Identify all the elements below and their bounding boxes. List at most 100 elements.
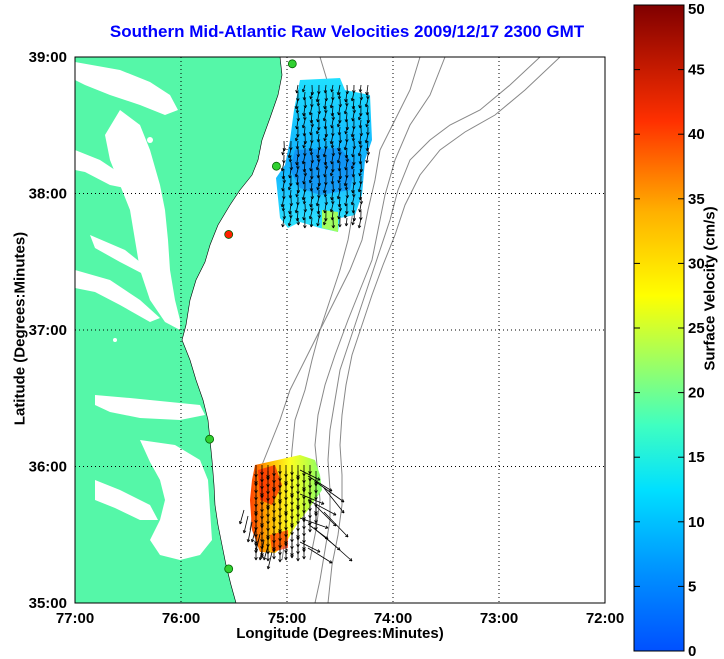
velocity-arrow — [267, 551, 273, 570]
velocity-arrow — [307, 475, 333, 492]
velocity-arrow — [282, 182, 285, 192]
velocity-arrow — [338, 91, 341, 100]
velocity-arrow — [309, 105, 313, 116]
velocity-arrow — [352, 182, 355, 194]
velocity-arrowhead — [332, 512, 337, 516]
velocity-arrow — [307, 547, 333, 564]
velocity-arrow — [365, 133, 369, 144]
velocity-arrowhead — [295, 110, 300, 114]
velocity-arrow — [323, 511, 349, 538]
velocity-arrow — [366, 84, 369, 96]
velocity-arrow — [289, 203, 292, 215]
velocity-arrow — [359, 168, 362, 177]
velocity-arrow — [345, 196, 348, 207]
velocity-arrow — [263, 545, 269, 561]
velocity-arrowhead — [358, 209, 362, 213]
velocity-arrowhead — [338, 208, 343, 212]
velocity-arrow — [338, 196, 341, 208]
velocity-arrow — [344, 175, 348, 187]
x-tick-label: 73:00 — [480, 610, 518, 627]
velocity-arrow — [303, 196, 306, 205]
velocity-arrowhead — [302, 97, 307, 101]
velocity-arrow — [331, 119, 334, 129]
velocity-arrow — [338, 175, 341, 184]
velocity-arrowhead — [262, 556, 267, 561]
x-tick-label: 77:00 — [56, 610, 94, 627]
velocity-arrow — [282, 203, 285, 212]
velocity-arrowhead — [364, 103, 369, 108]
velocity-arrow — [295, 98, 299, 110]
velocity-arrowhead — [324, 525, 329, 529]
velocity-arrow — [303, 140, 306, 149]
velocity-arrow — [302, 189, 306, 201]
velocity-arrow — [324, 119, 327, 130]
colorbar-tick-label: 40 — [688, 126, 705, 143]
velocity-arrowhead — [288, 195, 293, 199]
neuse-river — [95, 480, 158, 520]
velocity-arrow — [316, 161, 320, 171]
velocity-arrowhead — [322, 117, 327, 122]
velocity-arrowhead — [316, 477, 321, 481]
velocity-arrowhead — [294, 173, 299, 178]
velocity-arrowhead — [338, 224, 342, 228]
velocity-arrowhead — [337, 216, 341, 220]
velocity-arrow — [358, 182, 362, 193]
velocity-arrow — [299, 493, 325, 505]
velocity-arrow — [330, 133, 334, 145]
velocity-arrowhead — [344, 131, 348, 135]
station-marker-green — [224, 564, 234, 574]
velocity-arrow — [303, 210, 306, 221]
colorbar-tick-label: 35 — [688, 191, 705, 208]
velocity-arrow — [359, 133, 362, 145]
velocity-arrowhead — [303, 117, 307, 121]
velocity-arrow — [296, 210, 299, 222]
velocity-arrow — [310, 196, 313, 208]
velocity-arrow — [317, 112, 320, 123]
velocity-arrowhead — [315, 130, 320, 135]
velocity-arrow — [317, 182, 320, 191]
velocity-arrowhead — [254, 557, 258, 561]
velocity-arrow — [366, 140, 369, 152]
lake — [147, 137, 153, 143]
velocity-arrow — [315, 505, 337, 527]
velocity-arrow — [299, 541, 321, 553]
chesapeake-bay — [105, 110, 180, 330]
velocity-arrow — [303, 91, 306, 101]
velocity-arrow — [359, 98, 362, 109]
velocity-arrowhead — [284, 557, 288, 561]
velocity-arrowhead — [295, 146, 300, 150]
colorbar-tick-label: 30 — [688, 255, 705, 272]
velocity-arrowhead — [317, 159, 321, 163]
velocity-arrowhead — [331, 117, 336, 121]
y-tick-label: 38:00 — [29, 186, 67, 203]
velocity-arrow — [324, 203, 327, 214]
velocity-arrow — [282, 217, 285, 228]
velocity-arrowhead — [254, 548, 259, 552]
velocity-arrow — [317, 168, 320, 179]
colorbar-tick-label: 20 — [688, 385, 705, 402]
velocity-arrow — [365, 98, 369, 108]
velocity-arrowhead — [330, 125, 334, 129]
y-tick-label: 39:00 — [29, 49, 67, 66]
velocity-arrow — [352, 168, 355, 178]
velocity-arrowhead — [250, 538, 255, 543]
velocity-arrow — [243, 515, 249, 534]
velocity-arrow — [345, 91, 348, 103]
velocity-arrow — [331, 140, 334, 149]
velocity-arrow — [330, 168, 334, 177]
velocity-arrowhead — [336, 159, 341, 164]
velocity-arrowhead — [358, 173, 362, 177]
velocity-arrowhead — [266, 566, 271, 570]
velocity-arrowhead — [316, 223, 320, 227]
colorbar-tick-label: 45 — [688, 62, 705, 79]
velocity-arrowhead — [336, 123, 341, 128]
velocity-arrow — [323, 112, 327, 122]
velocity-arrowhead — [287, 222, 292, 227]
velocity-arrow — [296, 140, 299, 150]
velocity-arrowhead — [242, 530, 247, 534]
velocity-arrow — [345, 217, 348, 227]
velocity-arrowhead — [324, 166, 329, 170]
velocity-arrowhead — [316, 103, 321, 107]
colorbar-tick-label: 25 — [688, 320, 705, 337]
